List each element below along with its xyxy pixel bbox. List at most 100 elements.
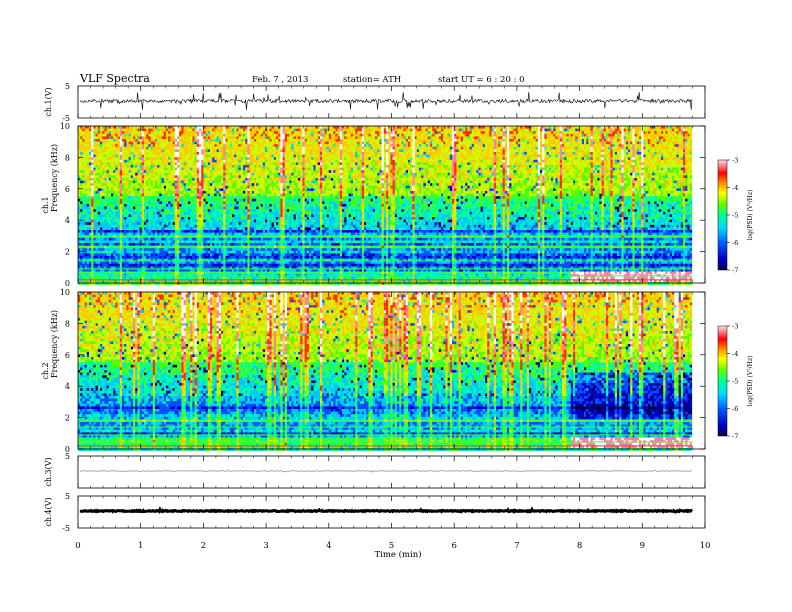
spectrogram-cell <box>412 178 415 181</box>
spectrogram-cell <box>544 136 547 139</box>
spectrogram-cell <box>195 173 198 176</box>
spectrogram-cell <box>505 155 508 158</box>
spectrogram-cell <box>278 170 281 173</box>
spectrogram-cell <box>269 168 274 171</box>
spectrogram-cell <box>316 139 319 142</box>
spectrogram-cell <box>536 175 539 178</box>
spectrogram-cell <box>329 155 336 158</box>
spectrogram-cell <box>604 147 609 150</box>
spectrogram-cell <box>428 168 435 171</box>
spectrogram-cell <box>140 142 143 145</box>
spectrogram-cell <box>390 131 393 134</box>
spectrogram-cell <box>452 183 455 186</box>
spectrogram-cell <box>641 131 644 134</box>
spectrogram-cell <box>278 142 281 145</box>
spectrogram-cell <box>316 144 321 147</box>
spectrogram-cell <box>96 162 99 165</box>
spectrogram-cell <box>485 142 490 145</box>
spectrogram-cell <box>98 155 103 158</box>
spectrogram-cell <box>426 183 429 186</box>
spectrogram-cell <box>324 142 329 145</box>
spectrogram-cell <box>102 162 105 165</box>
spectrogram-cell <box>613 178 616 181</box>
spectrogram-cell <box>184 162 187 165</box>
spectrogram-cell <box>516 142 519 145</box>
spectrogram-cell <box>379 168 382 171</box>
spectrogram-cell <box>159 134 162 137</box>
spectrogram-cell <box>685 147 688 150</box>
spectrogram-cell <box>285 149 288 152</box>
spectrogram-cell <box>580 129 587 132</box>
spectrogram-cell <box>362 136 365 139</box>
spectrogram-cell <box>199 175 202 178</box>
spectrogram-cell <box>87 175 92 178</box>
spectrogram-cell <box>232 183 237 186</box>
spectrogram-cell <box>91 162 94 165</box>
spectrogram-cell <box>531 126 534 129</box>
spectrogram-cell <box>241 175 248 178</box>
spectrogram-cell <box>685 168 690 171</box>
spectrogram-cell <box>118 136 121 139</box>
spectrogram-cell <box>404 168 407 171</box>
spectrogram-cell <box>371 178 374 181</box>
spectrogram-cell <box>162 134 165 137</box>
spectrogram-cell <box>164 188 167 191</box>
spectrogram-cell <box>628 170 631 173</box>
spectrogram-cell <box>302 168 305 171</box>
spectrogram-cell <box>434 175 437 178</box>
spectrogram-cell <box>280 142 283 145</box>
spectrogram-cell <box>599 131 602 134</box>
spectrogram-cell <box>164 147 171 150</box>
spectrogram-cell <box>364 181 367 184</box>
spectrogram-cell <box>142 186 145 189</box>
spectrogram-cell <box>217 155 222 158</box>
spectrogram-cell <box>177 142 180 145</box>
spectrogram-cell <box>305 162 310 165</box>
spectrogram-cell <box>478 157 481 160</box>
spectrogram-cell <box>225 183 232 186</box>
spectrogram-cell <box>593 186 596 189</box>
spectrogram-cell <box>353 178 356 181</box>
spectrogram-cell <box>518 139 521 142</box>
spectrogram-cell <box>632 129 635 132</box>
spectrogram-cell <box>687 157 692 160</box>
spectrogram-cell <box>164 173 169 176</box>
spectrogram-cell <box>441 155 444 158</box>
spectrogram-cell <box>144 144 149 147</box>
spectrogram-cell <box>104 129 107 132</box>
spectrogram-cell <box>212 178 215 181</box>
spectrogram-cell <box>335 173 338 176</box>
spectrogram-cell <box>89 144 92 147</box>
spectrogram-cell <box>320 162 323 165</box>
spectrogram-cell <box>280 186 283 189</box>
spectrogram-cell <box>243 144 248 147</box>
spectrogram-cell <box>80 139 83 142</box>
spectrogram-cell <box>245 173 248 176</box>
spectrogram-cell <box>287 139 290 142</box>
spectrogram-cell <box>135 175 140 178</box>
spectrogram-cell <box>98 186 101 189</box>
spectrogram-cell <box>604 178 607 181</box>
spectrogram-cell <box>390 160 395 163</box>
spectrogram-cell <box>685 152 690 155</box>
spectrogram-cell <box>256 178 265 181</box>
spectrogram-cell <box>525 134 532 137</box>
spectrogram-cell <box>412 147 415 150</box>
spectrogram-cell <box>514 144 517 147</box>
spectrogram-cell <box>155 131 162 134</box>
spectrogram-cell <box>681 183 684 186</box>
spectrogram-cell <box>580 134 583 137</box>
spectrogram-cell <box>362 173 365 176</box>
spectrogram-cell <box>509 152 514 155</box>
spectrogram-cell <box>430 142 433 145</box>
spectrogram-cell <box>126 126 128 129</box>
spectrogram-cell <box>289 134 294 137</box>
spectrogram-cell <box>518 142 521 145</box>
spectrogram-cell <box>687 134 690 137</box>
spectrogram-cell <box>223 162 226 165</box>
spectrogram-cell <box>357 186 360 189</box>
spectrogram-cell <box>129 134 132 137</box>
spectrogram-cell <box>533 149 538 152</box>
spectrogram-cell <box>142 175 145 178</box>
spectrogram-cell <box>426 142 429 145</box>
